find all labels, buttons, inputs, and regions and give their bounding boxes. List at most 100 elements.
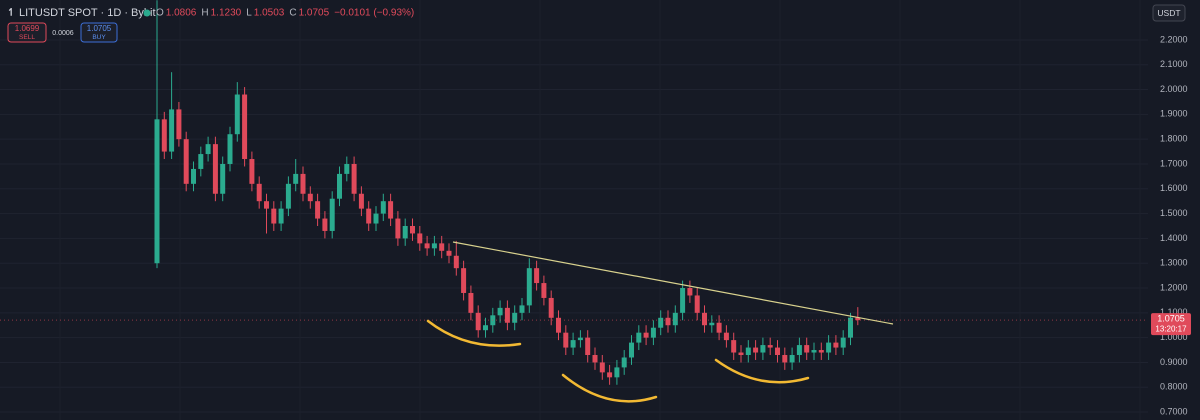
candle-body xyxy=(264,201,269,209)
candle-body xyxy=(621,357,627,368)
candle-body xyxy=(256,183,262,202)
candle-body xyxy=(300,173,306,194)
candle-body xyxy=(176,109,182,140)
candle-body xyxy=(234,94,240,135)
ohlc-key: C xyxy=(289,8,296,19)
y-tick-label: 0.9000 xyxy=(1160,357,1188,367)
y-tick-label: 1.0000 xyxy=(1160,332,1188,342)
ohlc-legend: O 1.0806 H 1.1230 L 1.0503 C 1.0705 xyxy=(156,8,330,19)
spread: 0.0006 xyxy=(52,30,74,37)
candle-body xyxy=(183,139,189,184)
sell-label: SELL xyxy=(19,34,35,41)
candle-body xyxy=(607,372,613,378)
candle-body xyxy=(351,163,357,194)
candle-body xyxy=(760,345,766,353)
candle-body xyxy=(461,268,467,293)
candle-body xyxy=(731,340,737,353)
candle-body xyxy=(541,283,547,298)
candle-body xyxy=(366,208,372,224)
price-tag xyxy=(1151,313,1191,336)
candle-body xyxy=(395,218,401,239)
candle-body xyxy=(315,201,321,219)
candle-body xyxy=(504,307,510,323)
candle-body xyxy=(563,332,569,348)
candle-body xyxy=(285,183,291,209)
candle-body xyxy=(212,144,218,194)
buy-price: 1.0705 xyxy=(87,24,112,33)
y-tick-label: 1.4000 xyxy=(1160,233,1188,243)
candle-body xyxy=(453,255,459,269)
y-tick-label: 2.2000 xyxy=(1160,34,1188,44)
candle-body xyxy=(804,345,810,353)
candle-body xyxy=(468,292,474,313)
candle-body xyxy=(753,347,759,353)
candle-body xyxy=(205,144,211,155)
candle-body xyxy=(278,208,284,224)
candles xyxy=(0,0,1148,385)
candle-body xyxy=(818,350,824,353)
candle-body xyxy=(577,337,583,341)
candle-body xyxy=(439,243,445,251)
ohlc-key: L xyxy=(246,8,252,19)
trend-line xyxy=(452,241,894,325)
candle-body xyxy=(723,332,729,341)
curve-drawing xyxy=(426,319,522,347)
sell-price: 1.0699 xyxy=(15,24,40,33)
candle-body xyxy=(629,342,634,358)
ohlc-key: O xyxy=(156,8,164,19)
candle-body xyxy=(519,305,525,313)
candle-body xyxy=(848,317,853,338)
candle-body xyxy=(782,355,788,363)
y-tick-label: 1.8000 xyxy=(1160,134,1188,144)
candle-body xyxy=(570,340,576,348)
candle-body xyxy=(658,317,664,328)
candle-body xyxy=(307,193,313,202)
candle-body xyxy=(592,355,598,363)
candle-body xyxy=(526,268,532,306)
candle-body xyxy=(344,163,350,174)
symbol-title: LITUSDT SPOT · 1D · Bybit xyxy=(19,7,156,19)
currency: USDT xyxy=(1157,8,1180,18)
candle-body xyxy=(738,352,744,356)
y-tick-label: 2.0000 xyxy=(1160,84,1188,94)
y-tick-label: 0.7000 xyxy=(1160,406,1188,416)
candle-body xyxy=(680,288,686,313)
candle-body xyxy=(687,288,693,296)
candle-body xyxy=(242,94,248,160)
candle-body xyxy=(373,213,379,224)
candle-body xyxy=(337,173,342,199)
candle-body xyxy=(833,342,839,348)
sell-button[interactable] xyxy=(7,22,47,43)
candle-body xyxy=(475,312,481,331)
candle-body xyxy=(556,317,561,333)
candle-body xyxy=(402,226,408,239)
y-tick-label: 1.1000 xyxy=(1160,307,1188,317)
candle-body xyxy=(650,327,656,338)
buy-button[interactable] xyxy=(80,22,118,43)
candle-body xyxy=(775,347,780,356)
candle-body xyxy=(329,198,335,231)
candle-body xyxy=(534,268,540,284)
candle-body xyxy=(636,332,642,343)
candle-body xyxy=(548,297,554,318)
candle-body xyxy=(169,109,175,152)
currency-dropdown[interactable] xyxy=(1152,4,1186,22)
buy-label: BUY xyxy=(92,34,106,41)
y-tick-label: 1.3000 xyxy=(1160,258,1188,268)
candle-body xyxy=(796,345,802,356)
ohlc-value: 1.0503 xyxy=(254,8,285,19)
candle-body xyxy=(358,193,364,209)
candle-body xyxy=(431,243,437,249)
ohlc-value: 1.1230 xyxy=(211,8,242,19)
candle-body xyxy=(322,218,328,231)
candle-body xyxy=(599,362,605,373)
y-tick-label: 1.6000 xyxy=(1160,183,1188,193)
candle-body xyxy=(198,154,204,169)
candle-body xyxy=(380,201,386,214)
candle-body xyxy=(154,119,160,264)
candle-body xyxy=(512,312,518,323)
